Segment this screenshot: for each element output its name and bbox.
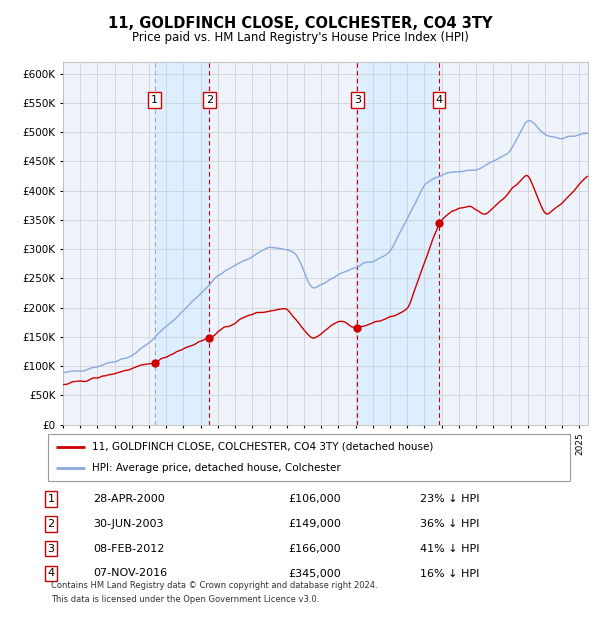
Bar [358, 62, 439, 425]
FancyBboxPatch shape [48, 434, 570, 481]
Text: 11, GOLDFINCH CLOSE, COLCHESTER, CO4 3TY: 11, GOLDFINCH CLOSE, COLCHESTER, CO4 3TY [108, 16, 492, 30]
Text: 08-FEB-2012: 08-FEB-2012 [93, 544, 164, 554]
Text: 3: 3 [354, 95, 361, 105]
Text: 36% ↓ HPI: 36% ↓ HPI [420, 519, 479, 529]
Text: 4: 4 [436, 95, 443, 105]
Text: Contains HM Land Registry data © Crown copyright and database right 2024.: Contains HM Land Registry data © Crown c… [51, 581, 377, 590]
Text: Price paid vs. HM Land Registry's House Price Index (HPI): Price paid vs. HM Land Registry's House … [131, 31, 469, 44]
Text: 16% ↓ HPI: 16% ↓ HPI [420, 569, 479, 578]
Text: 07-NOV-2016: 07-NOV-2016 [93, 569, 167, 578]
Text: £149,000: £149,000 [288, 519, 341, 529]
Text: This data is licensed under the Open Government Licence v3.0.: This data is licensed under the Open Gov… [51, 595, 319, 604]
Text: 11, GOLDFINCH CLOSE, COLCHESTER, CO4 3TY (detached house): 11, GOLDFINCH CLOSE, COLCHESTER, CO4 3TY… [92, 441, 434, 451]
Text: 2: 2 [206, 95, 213, 105]
Text: £166,000: £166,000 [288, 544, 341, 554]
Text: 4: 4 [47, 569, 55, 578]
Text: 28-APR-2000: 28-APR-2000 [93, 494, 165, 504]
Text: 30-JUN-2003: 30-JUN-2003 [93, 519, 163, 529]
Text: 2: 2 [47, 519, 55, 529]
Text: 23% ↓ HPI: 23% ↓ HPI [420, 494, 479, 504]
Bar [155, 62, 209, 425]
Text: 1: 1 [47, 494, 55, 504]
Text: £345,000: £345,000 [288, 569, 341, 578]
Text: HPI: Average price, detached house, Colchester: HPI: Average price, detached house, Colc… [92, 463, 341, 473]
Text: 3: 3 [47, 544, 55, 554]
Text: 41% ↓ HPI: 41% ↓ HPI [420, 544, 479, 554]
Text: £106,000: £106,000 [288, 494, 341, 504]
Text: 1: 1 [151, 95, 158, 105]
